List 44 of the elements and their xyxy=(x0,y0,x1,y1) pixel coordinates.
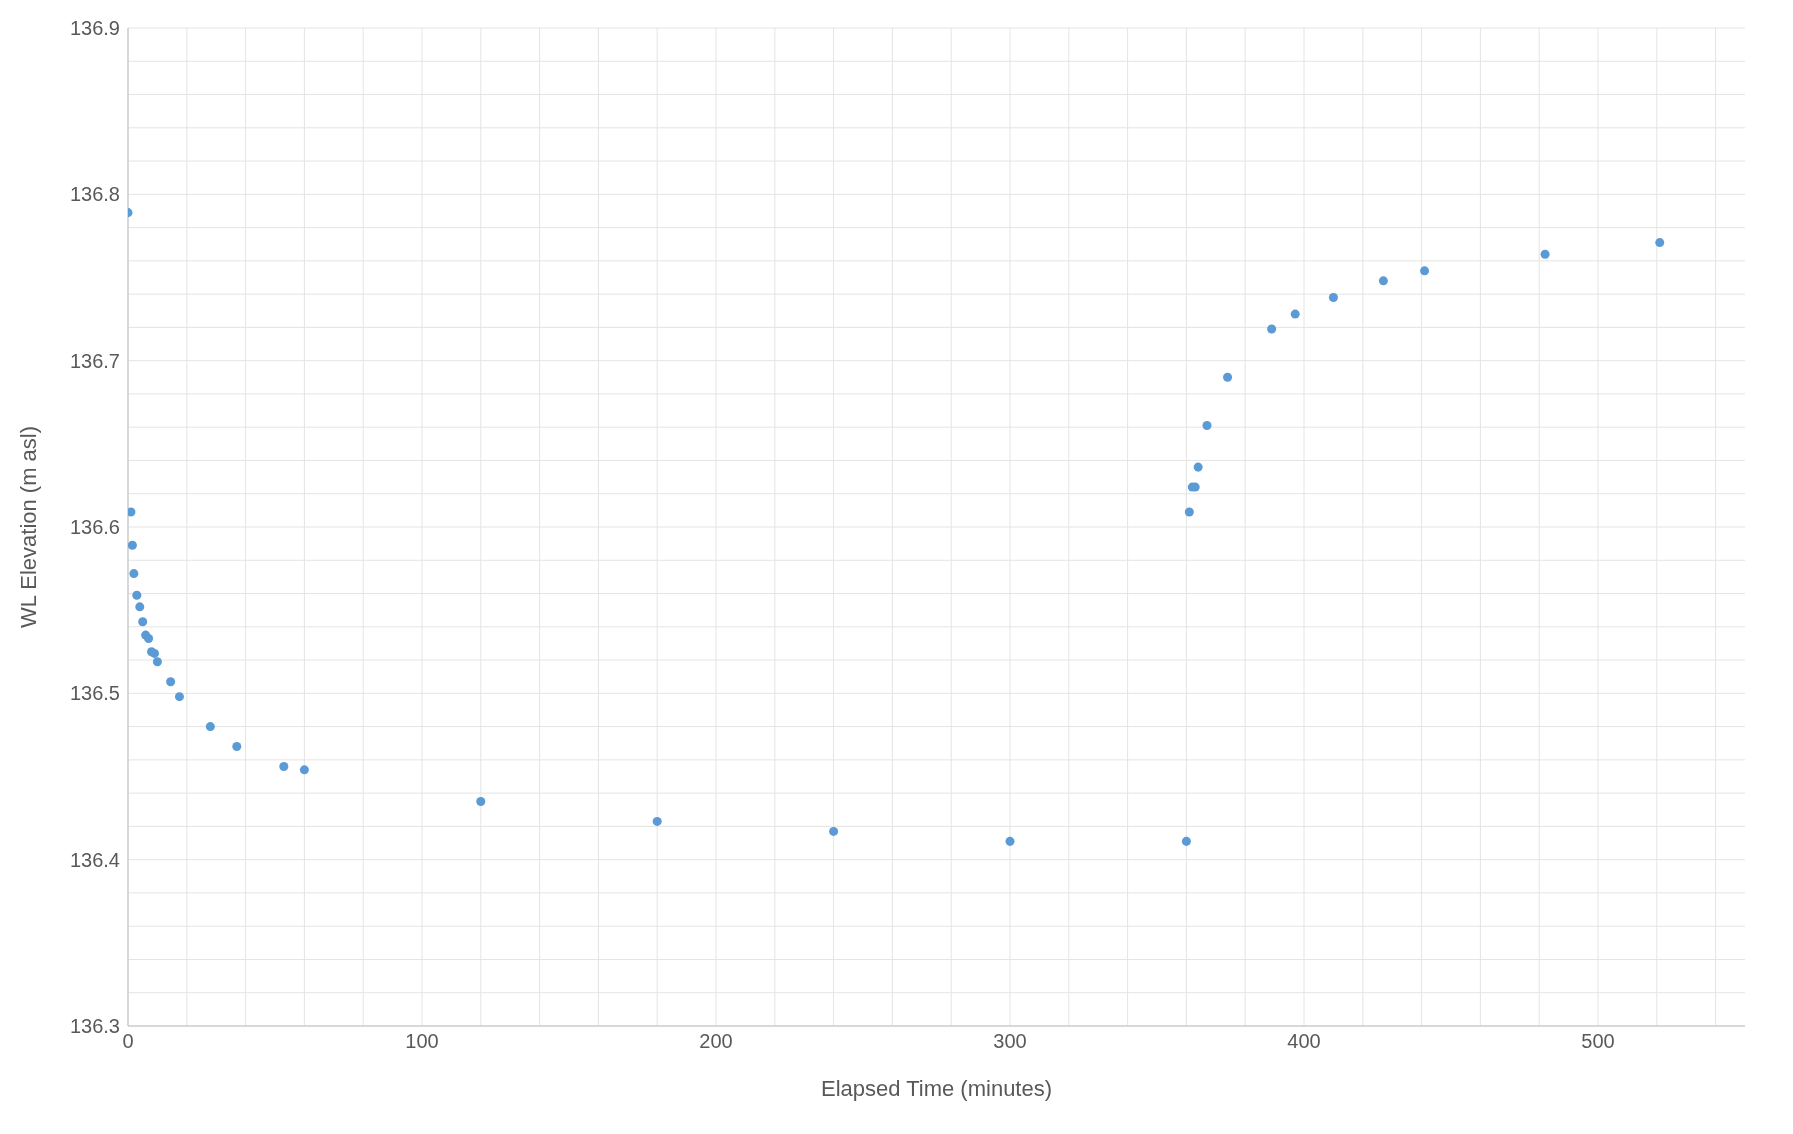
point xyxy=(1005,836,1015,846)
point xyxy=(128,540,137,550)
point xyxy=(1184,507,1194,517)
point xyxy=(652,816,662,826)
x-axis-title: Elapsed Time (minutes) xyxy=(820,1076,1053,1101)
y-tick-label: 136.5 xyxy=(69,682,120,705)
point xyxy=(135,602,145,612)
point xyxy=(829,826,839,836)
point xyxy=(232,742,242,752)
y-tick-label: 136.4 xyxy=(69,848,120,871)
x-tick-label: 500 xyxy=(1581,1030,1615,1053)
x-tick-label: 200 xyxy=(699,1030,733,1053)
point xyxy=(299,765,309,775)
point xyxy=(128,507,136,517)
y-tick-label: 136.8 xyxy=(69,183,120,206)
point xyxy=(1290,309,1300,319)
x-tick-label: 400 xyxy=(1287,1030,1321,1053)
y-tick-label: 136.7 xyxy=(69,349,120,372)
point xyxy=(279,762,289,772)
point xyxy=(1193,462,1203,472)
point xyxy=(132,590,142,600)
x-tick-label: 300 xyxy=(993,1030,1027,1053)
point xyxy=(129,569,139,579)
point xyxy=(205,722,215,732)
point xyxy=(476,796,486,806)
point xyxy=(1420,266,1430,276)
point xyxy=(1328,292,1338,302)
point xyxy=(1267,324,1277,334)
point xyxy=(138,617,148,627)
x-tick-label: 100 xyxy=(405,1030,439,1053)
point xyxy=(174,692,184,702)
point xyxy=(152,657,162,667)
y-tick-label: 136.6 xyxy=(69,516,120,539)
point xyxy=(1223,372,1233,382)
y-tick-label: 136.9 xyxy=(69,17,120,40)
point xyxy=(1181,836,1191,846)
point xyxy=(1540,249,1550,259)
y-axis-title: WL Elevation (m asl) xyxy=(15,425,41,629)
point xyxy=(1202,421,1212,431)
point xyxy=(166,677,176,687)
point xyxy=(1378,276,1388,286)
point xyxy=(1655,238,1665,248)
y-tick-label: 136.3 xyxy=(69,1015,120,1038)
x-tick-label: 0 xyxy=(122,1030,134,1053)
